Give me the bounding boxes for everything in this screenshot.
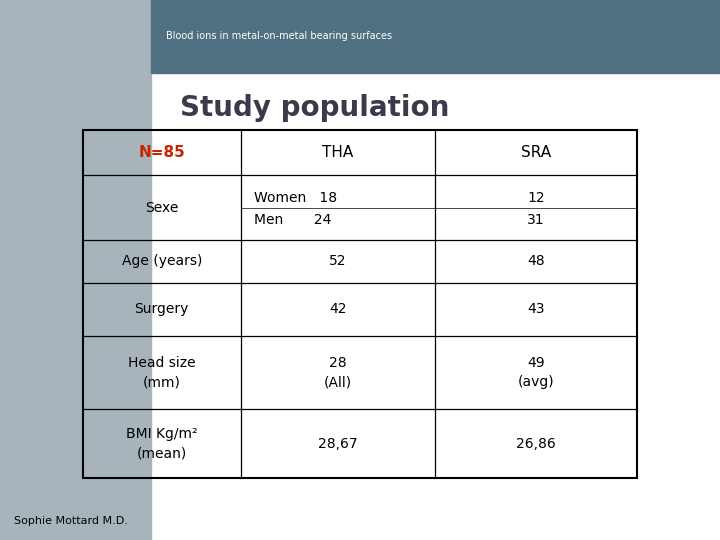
- Text: BMI Kg/m²
(mean): BMI Kg/m² (mean): [126, 427, 197, 460]
- Text: SRA: SRA: [521, 145, 551, 160]
- Text: Sophie Mottard M.D.: Sophie Mottard M.D.: [14, 516, 128, 526]
- Bar: [151, 0, 720, 73]
- Text: Study population: Study population: [180, 94, 449, 123]
- Text: Sexe: Sexe: [145, 200, 179, 214]
- Text: 49
(avg): 49 (avg): [518, 356, 554, 389]
- Text: 28
(All): 28 (All): [324, 356, 352, 389]
- Text: Men       24: Men 24: [253, 213, 331, 227]
- Text: Surgery: Surgery: [135, 302, 189, 316]
- Text: Women   18: Women 18: [253, 191, 337, 205]
- Text: 52: 52: [329, 254, 346, 268]
- Text: 48: 48: [527, 254, 545, 268]
- Text: Blood ions in metal-on-metal bearing surfaces: Blood ions in metal-on-metal bearing sur…: [166, 31, 392, 42]
- Text: N=85: N=85: [138, 145, 185, 160]
- Text: 31: 31: [527, 213, 545, 227]
- Text: 28,67: 28,67: [318, 436, 358, 450]
- Text: THA: THA: [322, 145, 354, 160]
- Bar: [83, 130, 637, 478]
- Text: 12: 12: [527, 191, 545, 205]
- Text: Age (years): Age (years): [122, 254, 202, 268]
- Text: 43: 43: [527, 302, 545, 316]
- Text: 42: 42: [329, 302, 346, 316]
- Text: Head size
(mm): Head size (mm): [128, 356, 196, 389]
- Bar: [0, 0, 151, 540]
- Text: 26,86: 26,86: [516, 436, 556, 450]
